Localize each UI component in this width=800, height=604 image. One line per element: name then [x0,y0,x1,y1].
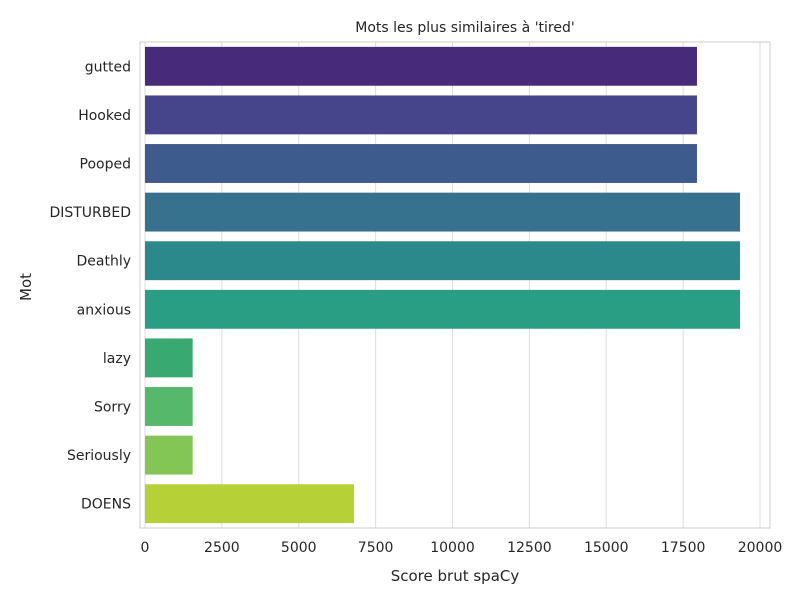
y-tick-label: Sorry [94,400,131,416]
chart-title: Mots les plus similaires à 'tired' [355,20,574,36]
x-axis-label: Score brut spaCy [391,567,520,585]
x-tick-label: 20000 [738,540,783,556]
bar-gutted [145,46,697,86]
x-tick-label: 12500 [507,540,552,556]
y-tick-label: gutted [85,59,131,75]
y-tick-label: Deathly [76,254,131,270]
plot-frame [139,41,771,529]
bar-seriously [145,435,193,475]
y-tick-labels: gutted Hooked Pooped DISTURBED Deathly anxiou… [49,59,131,512]
x-tick-labels: 0 2500 5000 7500 10000 12500 15000 17500 20000 [141,540,783,556]
y-tick-label: Seriously [67,448,131,464]
y-tick-label: DOENS [81,497,131,513]
y-tick-label: Pooped [80,157,131,173]
bar-anxious [145,289,741,329]
x-tick-label: 10000 [430,540,475,556]
x-tick-label: 7500 [358,540,394,556]
x-tick-label: 17500 [661,540,706,556]
y-tick-label: anxious [77,302,131,318]
bar-doens [145,484,355,524]
y-tick-label: DISTURBED [49,205,131,221]
bar-sorry [145,387,193,426]
bars [145,46,741,524]
bar-lazy [145,338,193,378]
y-axis-label: Mot [17,273,35,301]
x-tick-label: 0 [141,540,150,556]
bar-pooped [145,144,697,183]
y-tick-label: Hooked [78,108,131,124]
bar-disturbed [145,192,741,232]
x-tick-label: 15000 [584,540,629,556]
bar-deathly [145,241,741,281]
y-tick-label: lazy [103,351,131,367]
x-tick-label: 2500 [204,540,240,556]
bar-hooked [145,95,697,135]
x-tick-label: 5000 [281,540,317,556]
